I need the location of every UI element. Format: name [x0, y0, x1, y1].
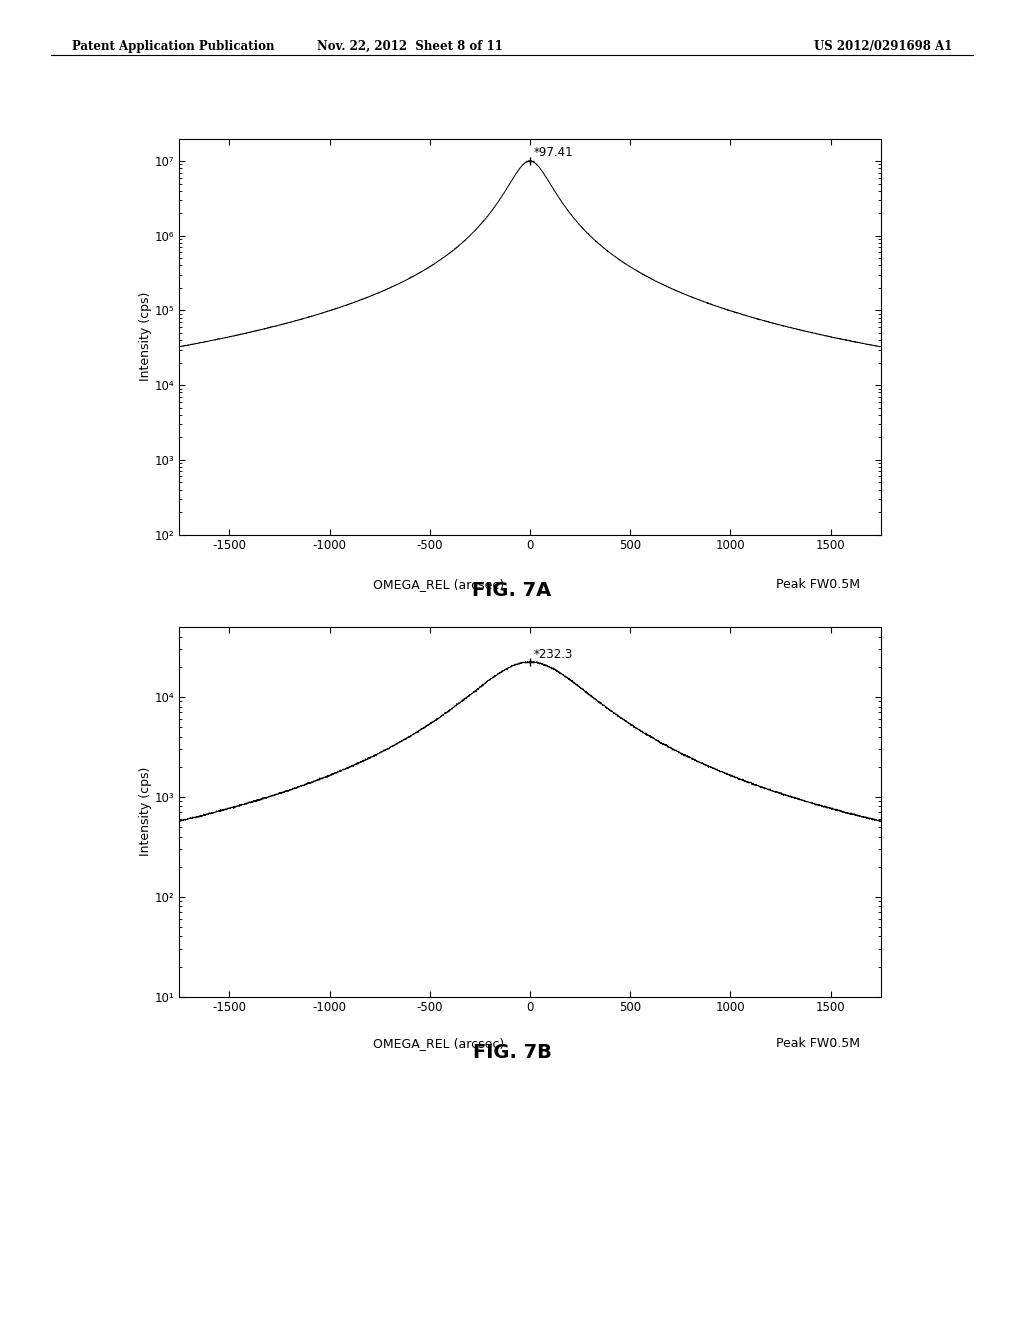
Text: US 2012/0291698 A1: US 2012/0291698 A1 — [814, 40, 952, 53]
Text: OMEGA_REL (arcsec): OMEGA_REL (arcsec) — [373, 1038, 505, 1051]
Text: Patent Application Publication: Patent Application Publication — [72, 40, 274, 53]
Text: *232.3: *232.3 — [534, 648, 573, 661]
Text: Nov. 22, 2012  Sheet 8 of 11: Nov. 22, 2012 Sheet 8 of 11 — [316, 40, 503, 53]
Text: FIG. 7A: FIG. 7A — [472, 581, 552, 599]
Y-axis label: Intensity (cps): Intensity (cps) — [139, 767, 152, 857]
Text: Peak FW0.5M: Peak FW0.5M — [775, 1038, 859, 1051]
Text: Peak FW0.5M: Peak FW0.5M — [775, 578, 859, 591]
Text: *97.41: *97.41 — [534, 147, 573, 160]
Y-axis label: Intensity (cps): Intensity (cps) — [139, 292, 152, 381]
Text: FIG. 7B: FIG. 7B — [472, 1043, 552, 1061]
Text: OMEGA_REL (arcsec): OMEGA_REL (arcsec) — [373, 578, 505, 591]
